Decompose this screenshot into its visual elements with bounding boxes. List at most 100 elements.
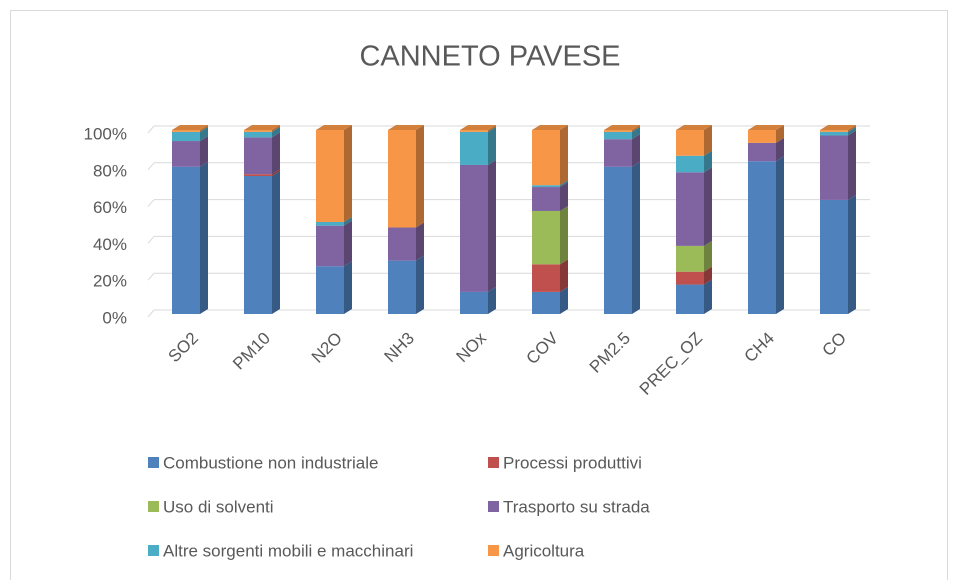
bar-segment — [244, 125, 280, 132]
legend-label: Combustione non industriale — [163, 453, 378, 472]
bar-front — [676, 155, 704, 173]
bar-segment — [172, 161, 208, 314]
legend-swatch — [148, 545, 159, 556]
bar-top — [676, 125, 712, 130]
bar-segment — [604, 126, 640, 140]
bar-segment — [460, 125, 496, 132]
bar-front — [316, 266, 344, 314]
y-tick-label: 20% — [93, 272, 127, 291]
bar-segment — [244, 132, 280, 175]
bar-segment — [820, 125, 856, 132]
grid-line — [147, 309, 155, 318]
bar-segment — [388, 125, 424, 228]
bar-front — [172, 166, 200, 314]
bar-front — [820, 130, 848, 132]
bar-side — [704, 240, 712, 272]
bar-front — [244, 137, 272, 175]
bar-segment — [532, 286, 568, 314]
grid-line — [147, 272, 155, 281]
bar-front — [244, 174, 272, 176]
bar-side — [704, 266, 712, 285]
bar-front — [244, 176, 272, 314]
bar-top — [532, 125, 568, 130]
bar-side — [632, 125, 640, 132]
bar-front — [532, 185, 560, 188]
bar-front — [388, 260, 416, 314]
bar-segment — [244, 126, 280, 138]
bar-front — [172, 130, 200, 132]
bar-segment — [244, 171, 280, 314]
bar-side — [848, 125, 856, 132]
bar-front — [172, 131, 200, 142]
bar-segment — [676, 266, 712, 285]
bar-segment — [316, 125, 352, 222]
bar-segment — [244, 169, 280, 176]
legend-label: Agricoltura — [503, 541, 585, 560]
bar-top — [604, 125, 640, 130]
bar-front — [532, 130, 560, 186]
bar-side — [632, 126, 640, 140]
bar-side — [560, 182, 568, 211]
y-tick-label: 80% — [93, 161, 127, 180]
legend-label: Uso di solventi — [163, 497, 274, 516]
bar-side — [488, 126, 496, 165]
bar-segment — [676, 150, 712, 173]
bar-side — [200, 161, 208, 314]
bar-segment — [532, 182, 568, 211]
bar-side — [344, 125, 352, 222]
bar-top — [460, 125, 496, 130]
legend-label: Altre sorgenti mobili e macchinari — [163, 541, 413, 560]
bar-side — [272, 169, 280, 176]
bar-front — [532, 187, 560, 211]
bar-front — [676, 130, 704, 156]
bar-segment — [604, 125, 640, 132]
bar-segment — [748, 137, 784, 162]
bar-front — [748, 161, 776, 314]
bar-segment — [532, 180, 568, 188]
legend-swatch — [148, 457, 159, 468]
bar-side — [848, 194, 856, 314]
bar-front — [532, 291, 560, 314]
grid-line — [147, 199, 155, 207]
bar-side — [704, 167, 712, 246]
bar-front — [604, 131, 632, 140]
bar-side — [632, 161, 640, 314]
bar-front — [460, 131, 488, 165]
bar-side — [488, 125, 496, 132]
bar-side — [344, 261, 352, 314]
legend-swatch — [488, 457, 499, 468]
bar-segment — [460, 286, 496, 314]
bar-front — [460, 291, 488, 314]
bar-front — [820, 199, 848, 314]
bar-segment — [748, 156, 784, 314]
bar-front — [604, 130, 632, 132]
bar-segment — [604, 161, 640, 314]
y-tick-label: 40% — [93, 235, 127, 254]
bar-front — [676, 271, 704, 285]
legend-label: Processi produttivi — [503, 453, 642, 472]
bar-side — [272, 132, 280, 175]
bar-front — [388, 227, 416, 261]
bar-side — [488, 159, 496, 292]
bar-segment — [460, 126, 496, 165]
bar-segment — [532, 125, 568, 186]
bar-side — [344, 217, 352, 226]
legend-swatch — [148, 501, 159, 512]
bar-segment — [676, 125, 712, 156]
bar-side — [200, 136, 208, 167]
bar-side — [776, 125, 784, 143]
bar-front — [316, 225, 344, 267]
bar-side — [488, 286, 496, 314]
bar-front — [244, 130, 272, 132]
bar-front — [244, 131, 272, 138]
bar-front — [316, 130, 344, 222]
bar-side — [416, 125, 424, 228]
legend-swatch — [488, 545, 499, 556]
bar-top — [388, 125, 424, 130]
bar-segment — [388, 222, 424, 261]
bar-side — [416, 222, 424, 261]
bar-segment — [676, 167, 712, 246]
bar-side — [776, 137, 784, 162]
bar-segment — [676, 240, 712, 272]
